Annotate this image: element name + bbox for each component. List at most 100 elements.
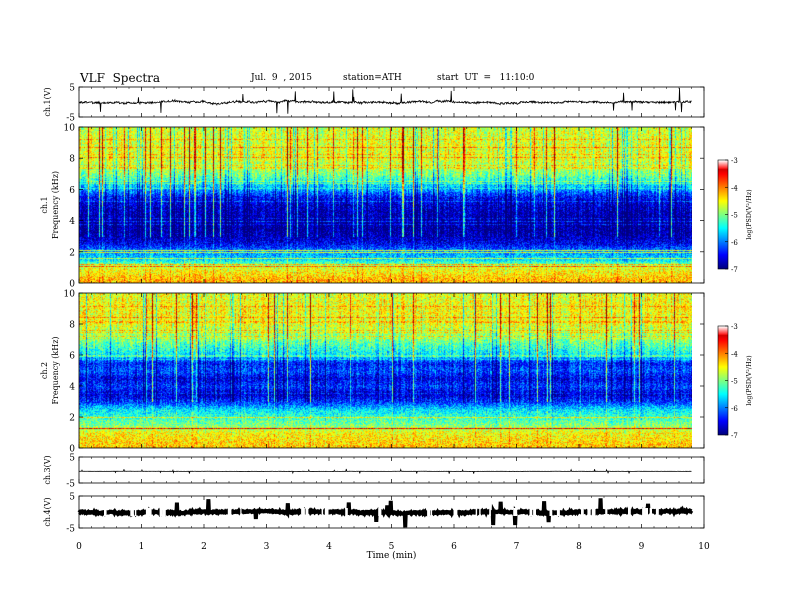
y-tick-label: -5 — [66, 480, 75, 490]
ch4-gap — [556, 508, 560, 516]
y-tick-label: 4 — [69, 217, 75, 227]
ch4-gap — [649, 508, 652, 516]
x-tick-label: 8 — [576, 542, 582, 552]
spectrogram-layer — [79, 127, 728, 448]
channel-label: ch.3(V) — [43, 455, 52, 484]
colorbar-label: log(PSD(V²/Hz) — [745, 355, 753, 406]
y-tick-label: 5 — [69, 84, 75, 94]
colorbar-tick-label: -5 — [731, 378, 738, 386]
ch4-gap — [378, 508, 382, 516]
ch4-gap — [655, 508, 659, 516]
panel-frame-1 — [78, 86, 705, 118]
ch4-gap — [104, 508, 107, 516]
spectrogram-ch2 — [79, 293, 692, 448]
start-time-label: start UT = 11:10:0 — [437, 73, 535, 83]
x-tick-label: 2 — [201, 542, 207, 552]
x-tick-label: 7 — [514, 542, 520, 552]
ch4-gap — [581, 508, 584, 516]
ch4-gap — [145, 508, 150, 516]
ch4-gap — [605, 508, 608, 516]
ch4-gap — [159, 508, 163, 516]
y-axis-label: Frequency (kHz) — [51, 171, 60, 239]
y-tick-label: 5 — [69, 493, 75, 503]
y-tick-label: 4 — [69, 383, 75, 393]
x-tick-label: 10 — [698, 542, 710, 552]
ch4-gap — [301, 508, 305, 516]
colorbar-tick-label: -5 — [731, 212, 738, 220]
x-axis-label: Time (min) — [367, 550, 417, 561]
ch4-gap — [227, 508, 232, 516]
y-tick-label: 10 — [64, 124, 76, 134]
y-tick-label: -5 — [66, 114, 75, 124]
ch4-gap — [321, 508, 324, 516]
ch4-gap — [453, 508, 458, 516]
colorbar-tick-label: -3 — [731, 323, 738, 331]
y-tick-label: 0 — [69, 280, 75, 290]
waveform-ch4V — [77, 498, 694, 528]
ch4-gap — [149, 508, 152, 516]
waveform-layer — [77, 87, 694, 528]
ch4-gap — [628, 508, 631, 516]
ch4-gap — [479, 508, 481, 516]
y-tick-label: 8 — [69, 155, 75, 165]
chart-title: VLF Spectra — [80, 71, 161, 85]
spectrogram-ch1 — [79, 127, 692, 283]
x-tick-label: 1 — [139, 542, 145, 552]
waveform-ch1V — [78, 87, 692, 114]
y-tick-label: 6 — [69, 352, 75, 362]
ch4-gap — [430, 508, 433, 516]
colorbar-label: log(PSD(V²/Hz) — [745, 189, 753, 240]
ch4-gap — [489, 508, 491, 516]
y-tick-label: 10 — [64, 290, 76, 300]
colorbar-tick-label: -7 — [731, 266, 738, 274]
channel-label: ch.2 — [40, 362, 49, 379]
y-tick-label: 8 — [69, 321, 75, 331]
ch4-gap — [134, 508, 137, 516]
colorbar-tick-label: -6 — [731, 405, 738, 413]
ch4-gap — [533, 508, 536, 516]
channel-label: ch.4(V) — [43, 497, 52, 526]
y-tick-label: 2 — [69, 248, 75, 258]
x-tick-label: 3 — [264, 542, 270, 552]
colorbar-tick-label: -3 — [731, 157, 738, 165]
ch4-gap — [475, 508, 478, 516]
ch4-gap — [130, 508, 133, 516]
x-tick-label: 0 — [76, 542, 82, 552]
ch4-gap — [529, 508, 533, 516]
y-axis-label: Frequency (kHz) — [51, 336, 60, 404]
waveform-ch3V — [78, 468, 692, 475]
channel-label: ch.1 — [40, 196, 49, 213]
x-tick-label: 4 — [326, 542, 332, 552]
ch4-gap — [345, 508, 348, 516]
tick-layer — [78, 86, 728, 529]
y-tick-label: -5 — [66, 525, 75, 535]
colorbar-tick-label: -7 — [731, 432, 738, 440]
x-tick-label: 6 — [451, 542, 457, 552]
x-tick-label: 9 — [639, 542, 645, 552]
ch4-gap — [324, 508, 329, 516]
ch4-gap — [591, 508, 596, 516]
ch4-gap — [162, 508, 166, 516]
y-tick-label: 6 — [69, 186, 75, 196]
colorbar-1 — [718, 160, 728, 269]
colorbar-tick-label: -4 — [731, 184, 738, 192]
colorbar-tick-label: -4 — [731, 350, 738, 358]
ch4-gap — [514, 508, 517, 516]
colorbar-tick-label: -6 — [731, 239, 738, 247]
y-tick-label: 5 — [69, 454, 75, 464]
colorbar-2 — [718, 326, 728, 435]
ch4-gap — [305, 508, 309, 516]
y-tick-label: 2 — [69, 414, 75, 424]
ch4-gap — [240, 508, 242, 516]
ch4-gap — [645, 508, 648, 516]
ch4-gap — [549, 508, 553, 516]
x-tick-label: 5 — [389, 542, 395, 552]
station-label: station=ATH — [343, 73, 402, 83]
channel-label: ch.1(V) — [43, 87, 52, 116]
y-tick-label: 0 — [69, 445, 75, 455]
date-label: Jul. 9 , 2015 — [251, 73, 312, 83]
ch4-gap — [587, 508, 591, 516]
ch4-gap — [642, 508, 646, 516]
